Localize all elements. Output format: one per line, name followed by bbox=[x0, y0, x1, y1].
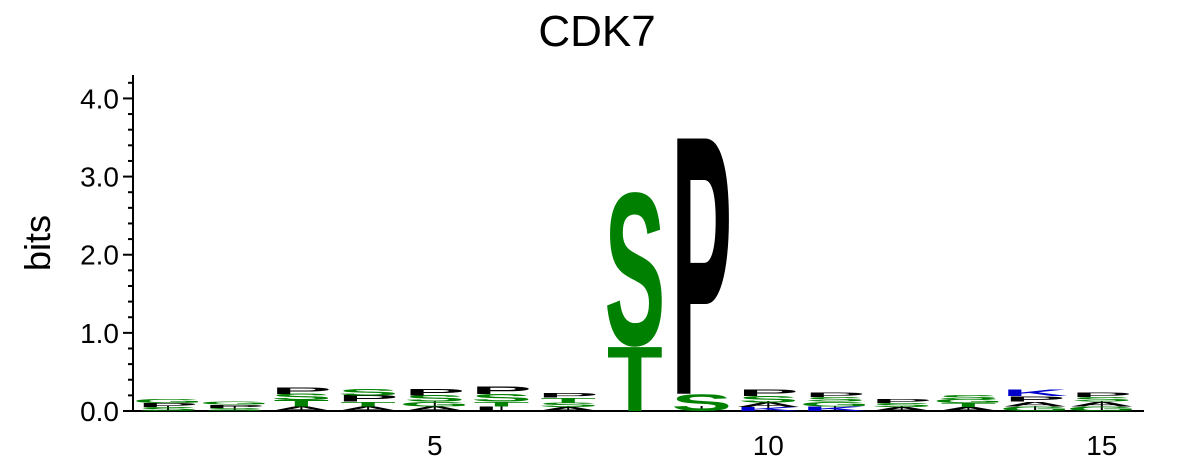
logo-letter-A: A bbox=[935, 406, 1001, 412]
y-tick-label: 0.0 bbox=[80, 396, 119, 427]
axes: 0.0 1.0 2.0 3.0 4.0 5 10 15 bbox=[80, 75, 1144, 461]
logo-letter-A: A bbox=[335, 405, 401, 412]
logo-letter-G: G bbox=[399, 400, 470, 407]
y-tick-label: 3.0 bbox=[80, 162, 119, 193]
logo-letter-S: S bbox=[604, 149, 665, 392]
logo-letter-G: G bbox=[199, 401, 270, 406]
logo-letter-A: A bbox=[535, 406, 601, 412]
logo-letter-P: P bbox=[738, 388, 799, 398]
logo-letter-S: S bbox=[138, 406, 199, 412]
logo-letter-A: A bbox=[1002, 400, 1068, 407]
x-tick-label: 10 bbox=[753, 430, 784, 461]
logo-letter-G: G bbox=[1066, 405, 1137, 412]
logo-letter-T: T bbox=[540, 396, 596, 403]
x-tick-label: 15 bbox=[1086, 430, 1117, 461]
logo-letter-G: G bbox=[933, 398, 1004, 404]
logo-letter-T: T bbox=[340, 400, 396, 407]
logo-letter-S: S bbox=[404, 394, 465, 404]
logo-letter-P: P bbox=[871, 398, 932, 404]
logo-letter-S: S bbox=[271, 392, 332, 402]
logo-letter-P: P bbox=[1005, 395, 1066, 404]
logo-letter-S: S bbox=[1071, 396, 1132, 403]
logo-letter-P: P bbox=[338, 394, 399, 404]
logo-letter-S: S bbox=[938, 393, 999, 400]
logo-letter-A: A bbox=[869, 406, 935, 412]
logo-letter-K: K bbox=[1002, 388, 1068, 398]
y-axis-label: bits bbox=[17, 215, 58, 271]
y-tick-label: 2.0 bbox=[80, 240, 119, 271]
logo-column-9: SP bbox=[671, 59, 732, 471]
logo-letter-G: G bbox=[133, 398, 204, 404]
y-tick-label: 1.0 bbox=[80, 318, 119, 349]
logo-letter-S: S bbox=[204, 407, 265, 412]
logo-letter-A: A bbox=[402, 405, 468, 412]
logo-letter-S: S bbox=[471, 392, 532, 404]
logo-letter-T: T bbox=[274, 398, 330, 408]
logo-letter-A: A bbox=[268, 405, 334, 412]
logo-letter-G: G bbox=[1000, 405, 1071, 412]
logo-letter-P: P bbox=[1071, 391, 1132, 398]
logo-letter-P: P bbox=[404, 387, 465, 397]
logo-letter-L: L bbox=[474, 405, 530, 412]
logo-letter-G: G bbox=[800, 400, 871, 407]
logo-letter-P: P bbox=[271, 386, 332, 396]
logo-letter-P: P bbox=[671, 59, 732, 471]
logo-letter-S: S bbox=[538, 401, 599, 408]
logo-letter-P: P bbox=[805, 391, 866, 398]
logo-column-2: SPG bbox=[199, 401, 270, 412]
logo-letter-T: T bbox=[941, 402, 997, 408]
logo-letter-A: A bbox=[735, 401, 801, 408]
logo-column-8: TS bbox=[604, 149, 665, 431]
logo-letter-T: T bbox=[474, 400, 530, 407]
logo-letter-S: S bbox=[738, 394, 799, 404]
logo-letter-A: A bbox=[1069, 400, 1135, 407]
logo-letter-P: P bbox=[538, 392, 599, 399]
logo-letter-P: P bbox=[204, 404, 265, 409]
logo-column-1: SPG bbox=[133, 398, 204, 412]
logo-letter-P: P bbox=[471, 384, 532, 396]
logo-letter-S: S bbox=[338, 387, 399, 397]
y-tick-label: 4.0 bbox=[80, 83, 119, 114]
logo-letter-S: S bbox=[671, 390, 732, 417]
logo-letter-P: P bbox=[138, 402, 199, 408]
logo-letter-S: S bbox=[871, 402, 932, 408]
logo-letter-K: K bbox=[802, 405, 868, 412]
logo-column-12: ASP bbox=[869, 398, 935, 412]
logo-letter-S: S bbox=[805, 396, 866, 403]
chart-title: CDK7 bbox=[538, 7, 655, 56]
x-tick-label: 5 bbox=[427, 430, 443, 461]
logo-letter-K: K bbox=[735, 406, 801, 412]
logo-letter-T: T bbox=[607, 328, 663, 431]
